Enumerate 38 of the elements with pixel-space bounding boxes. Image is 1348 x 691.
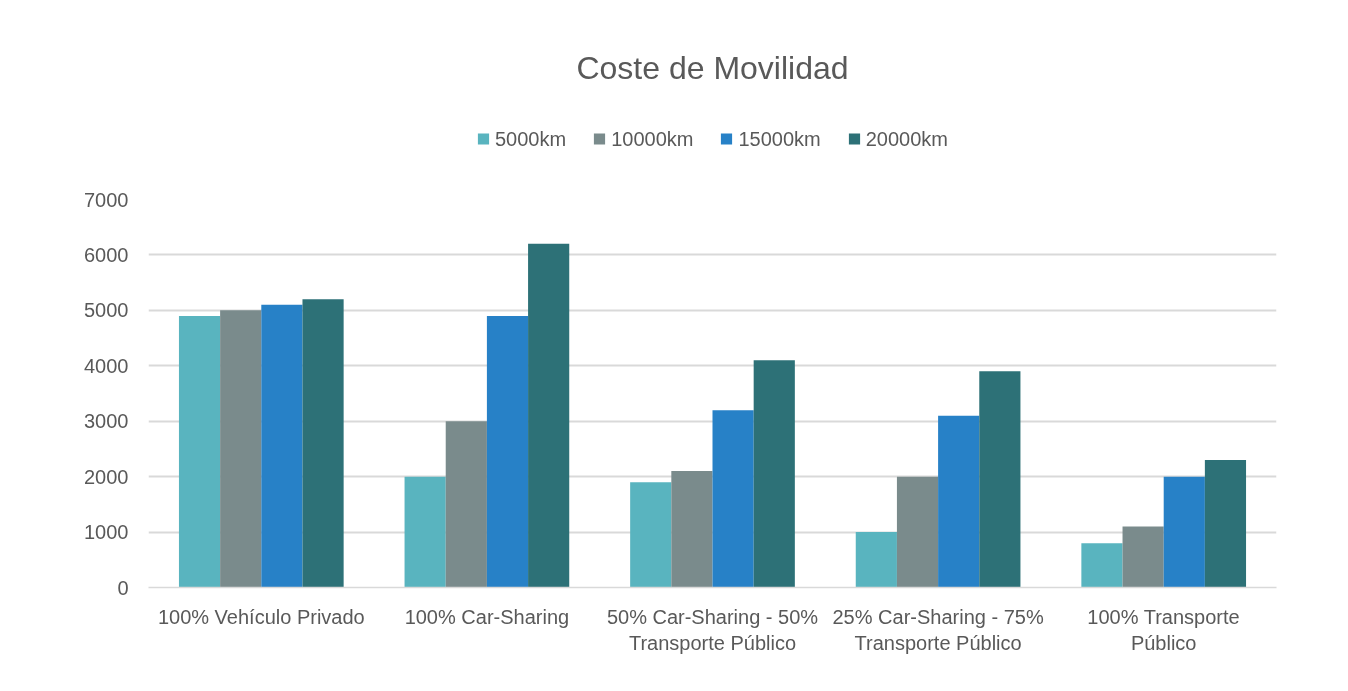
y-tick-label: 6000 <box>84 243 129 266</box>
bar <box>712 410 754 588</box>
legend-label: 5000km <box>495 127 567 150</box>
bar <box>1204 460 1247 588</box>
bar <box>938 415 980 588</box>
y-tick-label: 3000 <box>84 410 129 433</box>
legend-label: 20000km <box>865 127 948 150</box>
y-tick-label: 4000 <box>84 354 129 377</box>
y-tick-label: 5000 <box>84 299 129 322</box>
bar <box>630 482 672 588</box>
y-tick-label: 1000 <box>84 521 129 544</box>
legend-label: 15000km <box>738 127 821 150</box>
bar <box>671 471 713 588</box>
bar <box>1163 476 1205 588</box>
bar <box>302 299 344 588</box>
bar <box>445 421 487 588</box>
x-tick-label: 100% Car-Sharing <box>404 605 570 628</box>
bar <box>404 476 446 588</box>
y-tick-label: 7000 <box>84 188 129 211</box>
bar <box>979 371 1021 588</box>
bar <box>753 360 795 588</box>
y-tick-label: 0 <box>117 576 129 599</box>
bar <box>528 243 570 588</box>
x-tick-label: 25% Car-Sharing - 75% Transporte Público <box>832 605 1044 654</box>
y-tick-label: 2000 <box>84 465 129 488</box>
chart-title: Coste de Movilidad <box>576 49 849 86</box>
bar <box>855 532 897 588</box>
bar <box>1122 526 1164 588</box>
bar <box>896 476 939 588</box>
bar <box>220 310 262 588</box>
x-tick-label: 100% Vehículo Privado <box>157 605 365 628</box>
bar <box>178 315 221 588</box>
x-tick-label: 50% Car-Sharing - 50% Transporte Público <box>606 605 819 654</box>
bar <box>261 304 303 588</box>
x-tick-label: 100% Transporte Público <box>1087 605 1240 654</box>
legend-label: 10000km <box>611 127 694 150</box>
bar <box>1081 543 1123 588</box>
bar <box>486 315 529 588</box>
